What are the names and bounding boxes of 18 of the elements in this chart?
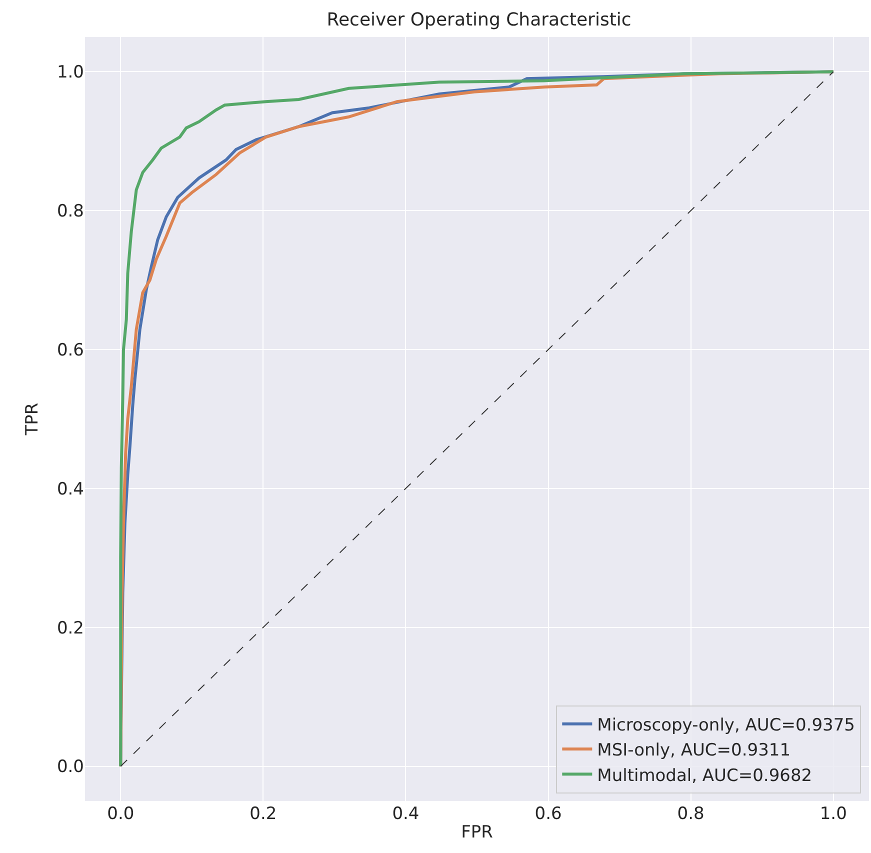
x-tick-label: 0.2 [250,804,277,824]
legend-label: Multimodal, AUC=0.9682 [597,766,812,786]
x-tick-label: 0.4 [392,804,420,824]
x-axis-title: FPR [461,822,494,842]
y-tick-label: 0.0 [56,757,84,778]
x-tick-label: 0.8 [677,804,704,824]
y-tick-label: 0.4 [56,479,84,500]
legend-label: Microscopy-only, AUC=0.9375 [597,716,855,736]
x-tick-label: 1.0 [820,804,847,824]
y-tick-label: 1.0 [56,62,84,83]
y-tick-label: 0.2 [56,618,84,638]
y-tick-label: 0.8 [56,202,84,222]
x-tick-label: 0.6 [534,804,562,824]
x-tick-label: 0.0 [107,804,134,824]
y-tick-label: 0.6 [56,340,84,360]
chart-title: Receiver Operating Characteristic [326,9,632,30]
legend-label: MSI-only, AUC=0.9311 [597,740,791,761]
y-axis-title: TPR [22,402,43,436]
